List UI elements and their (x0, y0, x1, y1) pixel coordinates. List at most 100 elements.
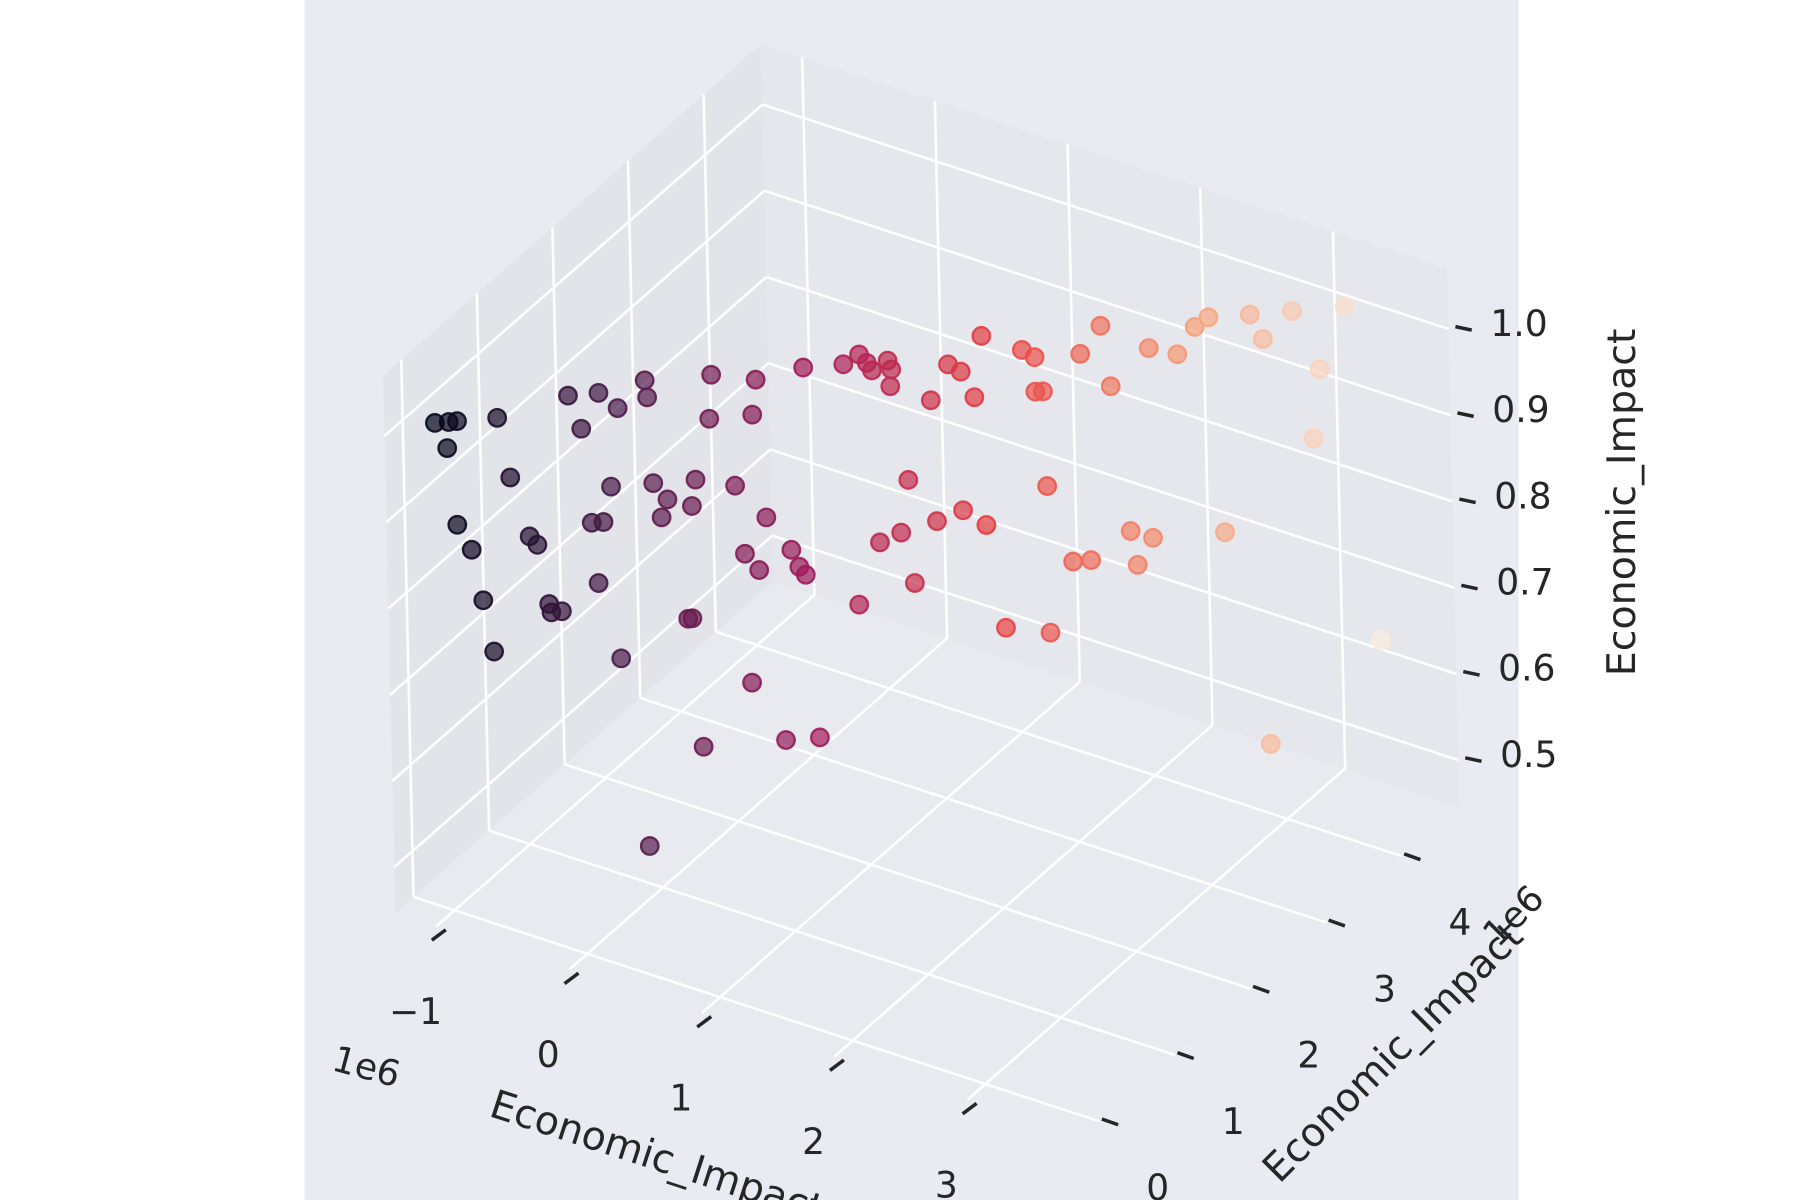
tick-mark (1464, 756, 1482, 763)
point (950, 361, 971, 382)
y-tick-label: 1 (1222, 1102, 1245, 1143)
grid-line (702, 94, 718, 632)
point (849, 594, 870, 615)
point (920, 390, 941, 411)
point (461, 539, 482, 560)
point (1334, 296, 1355, 317)
point (742, 404, 763, 425)
grid-line (1198, 187, 1214, 726)
y-tick-label: 0 (1146, 1168, 1169, 1200)
tick-mark (696, 1015, 713, 1029)
point (1282, 301, 1302, 321)
grid-line (1331, 231, 1347, 769)
grid-line (833, 724, 1214, 1058)
point (976, 515, 997, 535)
point (781, 539, 802, 560)
point (701, 364, 722, 385)
point (1063, 551, 1084, 572)
grid-line (488, 829, 1176, 1057)
point (776, 730, 796, 750)
point (693, 736, 714, 757)
tick-mark (1176, 1051, 1195, 1061)
grid-line (400, 359, 415, 897)
point (651, 507, 672, 528)
grid-line (435, 593, 816, 928)
point (634, 370, 655, 391)
point (473, 590, 494, 611)
point (964, 387, 985, 408)
tick-mark (1455, 324, 1473, 332)
grid-line (701, 680, 1081, 1015)
x-tick-label: −1 (389, 992, 442, 1033)
point (643, 473, 664, 494)
x-tick-label: 0 (537, 1035, 560, 1076)
point (1090, 315, 1111, 336)
point (682, 496, 702, 516)
z-tick-label: 1.0 (1490, 304, 1547, 345)
point (795, 564, 816, 585)
point (1081, 550, 1102, 571)
pane-back (761, 44, 1460, 806)
x-tick-label: 2 (802, 1122, 825, 1163)
point (484, 641, 505, 662)
grid-line (391, 448, 772, 782)
tick-mark (1458, 497, 1477, 505)
grid-line (564, 763, 1252, 990)
point (745, 369, 766, 390)
grid-line (393, 534, 774, 869)
grid-line (387, 276, 768, 610)
point (678, 608, 699, 629)
point (593, 512, 614, 532)
x-tick-label: 1 (669, 1079, 692, 1120)
point (927, 511, 947, 532)
point (1037, 476, 1058, 496)
grid-line (475, 293, 491, 831)
point (1184, 317, 1205, 337)
z-tick-label: 0.7 (1496, 563, 1553, 604)
point (637, 387, 658, 408)
tick-mark (1252, 984, 1270, 994)
point (1127, 554, 1148, 575)
point (1198, 307, 1219, 328)
point (1239, 304, 1260, 325)
grid-line (639, 696, 1327, 924)
tick-mark (563, 971, 580, 986)
point (558, 385, 578, 406)
point (1100, 376, 1121, 397)
point (881, 359, 902, 380)
point (971, 326, 992, 346)
tick-mark (961, 1101, 978, 1116)
tick-mark (1328, 918, 1346, 928)
point (870, 532, 890, 553)
point (1033, 381, 1053, 402)
point (500, 467, 521, 488)
x-tick-label: 3 (935, 1165, 958, 1200)
point (685, 469, 706, 490)
pane-floor (395, 581, 1460, 1138)
tick-mark (1457, 411, 1475, 419)
point (1024, 347, 1045, 368)
point (601, 476, 621, 497)
point (588, 573, 609, 593)
point (437, 438, 458, 458)
point (1040, 622, 1061, 643)
grid (383, 57, 1459, 1123)
pane-left (383, 44, 774, 913)
point (552, 601, 572, 622)
tick-mark (1403, 852, 1422, 862)
grid-line (966, 767, 1347, 1101)
point (735, 543, 755, 564)
point (487, 407, 508, 428)
point (639, 836, 660, 856)
point (880, 376, 901, 397)
point (447, 411, 467, 431)
point (810, 727, 830, 748)
grid-line (762, 103, 1449, 331)
grid-line (767, 362, 1455, 589)
point (527, 534, 548, 555)
z-tick-label: 0.5 (1500, 735, 1557, 776)
y-tick-label: 4 (1449, 903, 1472, 944)
point (611, 648, 632, 669)
point (1215, 522, 1235, 543)
